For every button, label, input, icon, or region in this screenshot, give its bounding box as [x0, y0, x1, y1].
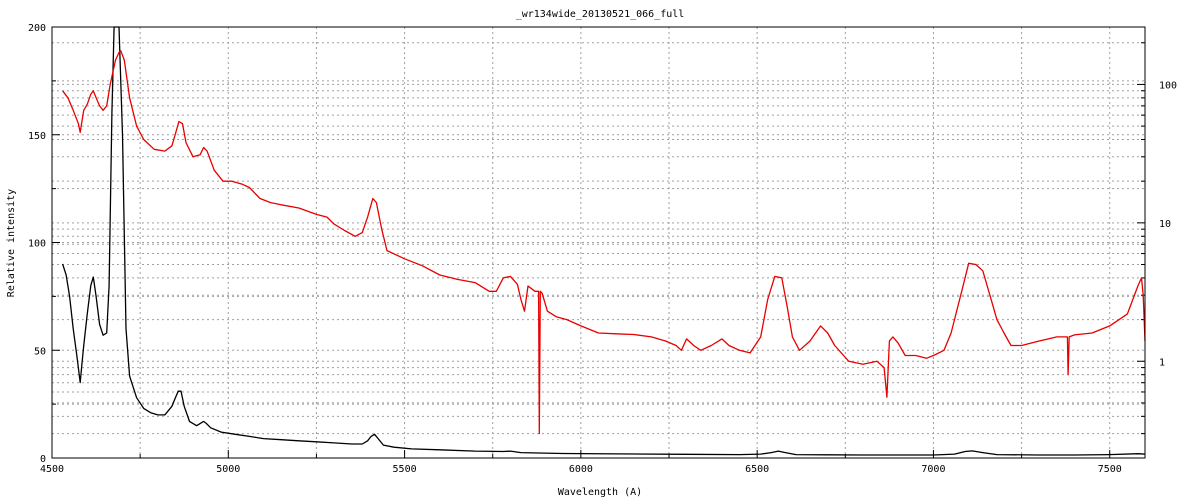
- x-axis-label: Wavelength (A): [558, 487, 642, 498]
- x-tick-label: 6500: [745, 464, 769, 475]
- y-tick-label: 0: [40, 454, 46, 465]
- linear-spectrum-line: [61, 26, 1146, 456]
- x-tick-label: 5500: [393, 464, 417, 475]
- grid-layer: [52, 27, 1145, 458]
- x-tick-label: 7500: [1098, 464, 1122, 475]
- y2-tick-label: 1: [1159, 357, 1165, 368]
- y-tick-label: 50: [34, 346, 46, 357]
- y-tick-label: 100: [28, 239, 46, 250]
- series-layer: [61, 26, 1146, 456]
- y-axis-label: Relative intensity: [6, 189, 17, 297]
- chart-title: _wr134wide_20130521_066_full: [516, 9, 685, 20]
- x-tick-label: 7000: [921, 464, 945, 475]
- tick-layer: 4500 5000 5500 6000 6500 7000 7500 0 50 100 150 200…: [28, 23, 1177, 475]
- y2-tick-label: 100: [1159, 80, 1177, 91]
- x-tick-label: 4500: [40, 464, 64, 475]
- y-tick-label: 150: [28, 131, 46, 142]
- log-scale-spectrum-line: [62, 50, 1146, 435]
- x-tick-label: 5000: [216, 464, 240, 475]
- plot-frame: [51, 26, 1146, 459]
- y2-tick-label: 10: [1159, 219, 1171, 230]
- y-tick-label: 200: [28, 23, 46, 34]
- x-tick-label: 6000: [569, 464, 593, 475]
